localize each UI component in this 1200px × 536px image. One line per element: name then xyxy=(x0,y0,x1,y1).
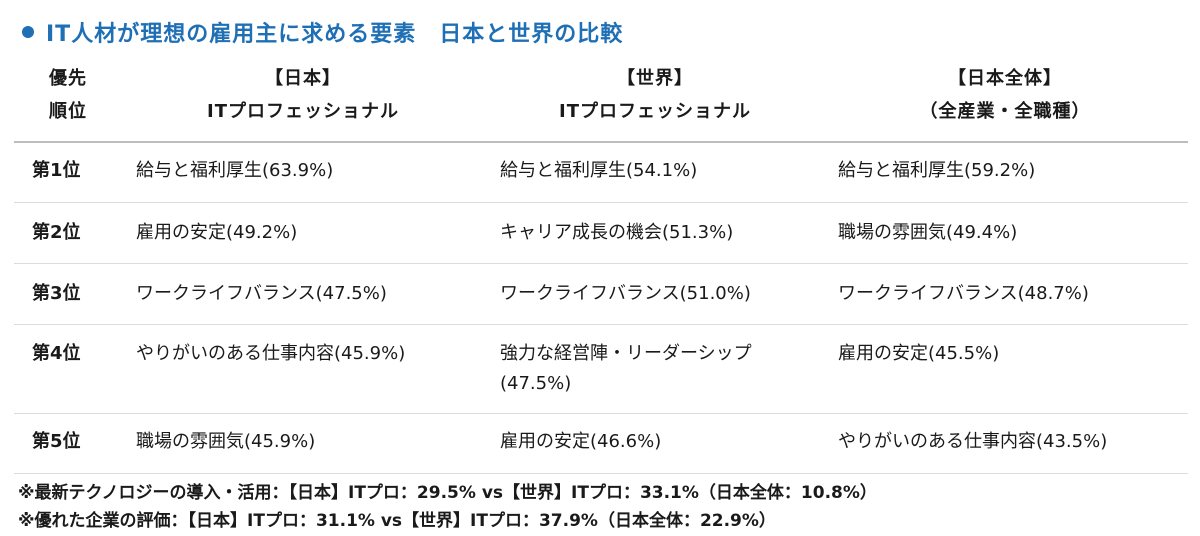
header-rank-line1: 優先 xyxy=(49,68,87,89)
world-it-cell-line2: (47.5%) xyxy=(500,373,572,394)
world-it-cell: 雇用の安定(46.6%) xyxy=(500,431,662,452)
header-japan-all-line2: （全産業・全職種） xyxy=(919,101,1091,122)
japan-it-cell: 職場の雰囲気(45.9%) xyxy=(136,431,316,452)
header-japan-all-line1: 【日本全体】 xyxy=(948,68,1062,89)
japan-all-cell: ワークライフバランス(48.7%) xyxy=(838,283,1089,304)
row-divider xyxy=(14,202,1188,203)
page-title: IT人材が理想の雇用主に求める要素 日本と世界の比較 xyxy=(22,16,623,48)
header-japan-all: 【日本全体】 （全産業・全職種） xyxy=(830,62,1180,128)
world-it-cell: キャリア成長の機会(51.3%) xyxy=(500,222,734,243)
japan-it-cell: 雇用の安定(49.2%) xyxy=(136,222,298,243)
row-divider xyxy=(14,413,1188,414)
header-japan-it-line1: 【日本】 xyxy=(265,68,341,89)
japan-all-cell: 雇用の安定(45.5%) xyxy=(838,343,1000,364)
row-divider xyxy=(14,473,1188,474)
footnote-technology: ※最新テクノロジーの導入・活用：【日本】ITプロ：29.5% vs【世界】ITプ… xyxy=(18,483,877,503)
japan-all-cell: やりがいのある仕事内容(43.5%) xyxy=(838,431,1108,452)
japan-it-cell: ワークライフバランス(47.5%) xyxy=(136,283,387,304)
footnote-reputation: ※優れた企業の評価：【日本】ITプロ：31.1% vs【世界】ITプロ：37.9… xyxy=(18,511,776,531)
world-it-cell: 給与と福利厚生(54.1%) xyxy=(500,160,698,181)
japan-it-cell: 給与と福利厚生(63.9%) xyxy=(136,160,334,181)
rank-cell: 第4位 xyxy=(32,343,81,364)
header-rank: 優先 順位 xyxy=(28,62,108,128)
header-world-it-line1: 【世界】 xyxy=(617,68,693,89)
header-world-it: 【世界】 ITプロフェッショナル xyxy=(480,62,830,128)
japan-all-cell: 職場の雰囲気(49.4%) xyxy=(838,222,1018,243)
rank-cell: 第3位 xyxy=(32,283,81,304)
row-divider xyxy=(14,324,1188,325)
world-it-cell-line1: 強力な経営陣・リーダーシップ xyxy=(500,343,752,364)
japan-all-cell: 給与と福利厚生(59.2%) xyxy=(838,160,1036,181)
header-world-it-line2: ITプロフェッショナル xyxy=(559,101,751,122)
rank-cell: 第2位 xyxy=(32,222,81,243)
bullet-icon xyxy=(22,26,34,38)
header-japan-it-line2: ITプロフェッショナル xyxy=(207,101,399,122)
row-divider xyxy=(14,263,1188,264)
world-it-cell: ワークライフバランス(51.0%) xyxy=(500,283,751,304)
world-it-cell: 強力な経営陣・リーダーシップ (47.5%) xyxy=(500,339,752,399)
page-title-text: IT人材が理想の雇用主に求める要素 日本と世界の比較 xyxy=(46,22,624,47)
header-rank-line2: 順位 xyxy=(49,101,87,122)
rank-cell: 第1位 xyxy=(32,160,81,181)
header-divider xyxy=(14,141,1188,143)
header-japan-it: 【日本】 ITプロフェッショナル xyxy=(128,62,478,128)
japan-it-cell: やりがいのある仕事内容(45.9%) xyxy=(136,343,406,364)
rank-cell: 第5位 xyxy=(32,431,81,452)
